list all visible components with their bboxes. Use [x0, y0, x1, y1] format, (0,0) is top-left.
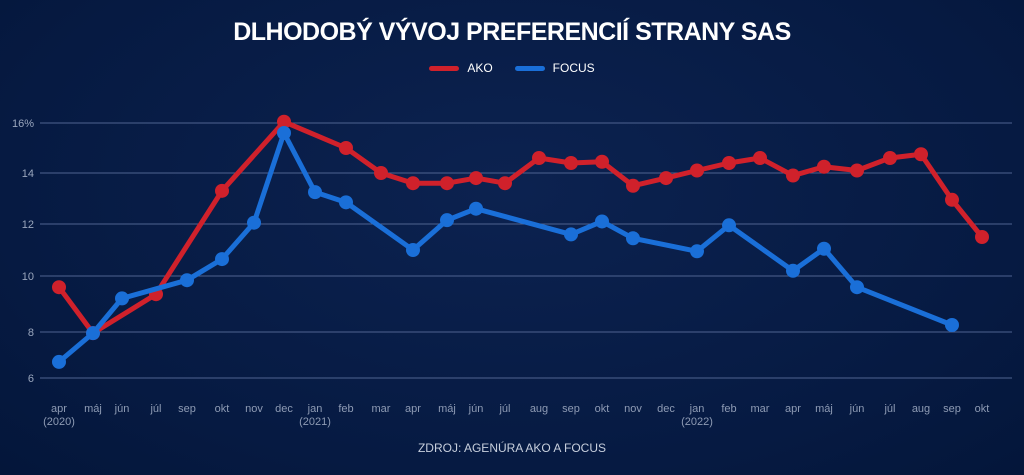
data-point-focus [180, 273, 194, 288]
data-point-ako [277, 114, 291, 129]
y-tick-label: 8 [28, 327, 34, 339]
x-tick-label: jún [468, 403, 484, 415]
data-point-focus [722, 218, 736, 233]
data-point-focus [277, 126, 291, 140]
data-point-ako [440, 176, 454, 191]
data-point-ako [786, 168, 800, 183]
data-point-ako [564, 156, 578, 170]
data-point-ako [883, 151, 897, 165]
x-tick-label: máj [438, 403, 456, 415]
x-tick-label: apr [405, 403, 421, 415]
y-tick-label: 12 [22, 219, 34, 231]
y-tick-label: 10 [22, 271, 34, 283]
data-point-focus [52, 354, 66, 369]
data-point-ako [753, 151, 767, 165]
data-point-ako [595, 154, 609, 169]
y-tick-label: 6 [28, 373, 34, 385]
data-point-ako [215, 183, 229, 198]
x-tick-label: okt [975, 403, 990, 415]
legend-label-focus: FOCUS [552, 61, 595, 75]
chart-title: DLHODOBÝ VÝVOJ PREFERENCIÍ STRANY SAS [233, 18, 791, 46]
data-point-focus [690, 244, 704, 259]
x-tick-label: nov [245, 403, 263, 415]
x-tick-label: sep [943, 403, 961, 415]
series-line-ako [56, 119, 984, 336]
x-tick-label: aug [912, 403, 930, 415]
data-point-ako [498, 176, 512, 191]
data-point-focus [247, 215, 261, 230]
data-point-focus [469, 201, 483, 216]
x-tick-label: apr [51, 403, 67, 415]
x-year-label: (2020) [43, 416, 75, 428]
data-point-focus [115, 291, 129, 306]
x-tick-label: máj [84, 403, 102, 415]
legend-item-focus: FOCUS [514, 61, 595, 75]
data-point-focus [786, 263, 800, 278]
data-point-focus [595, 214, 609, 229]
x-tick-label: sep [178, 403, 196, 415]
data-point-ako [975, 230, 989, 244]
data-point-focus [626, 231, 640, 246]
data-point-ako [532, 151, 546, 165]
data-point-ako [374, 166, 388, 180]
data-point-focus [850, 280, 864, 295]
x-tick-label: aug [530, 403, 548, 415]
x-tick-label: sep [562, 403, 580, 415]
data-point-focus [86, 326, 100, 341]
data-point-ako [945, 192, 959, 207]
x-tick-label: jan [307, 403, 323, 415]
x-tick-label: okt [215, 403, 230, 415]
y-tick-label: 16% [12, 118, 34, 130]
data-point-focus [308, 185, 322, 200]
data-point-ako [722, 156, 736, 170]
data-point-ako [690, 163, 704, 178]
x-tick-label: okt [595, 403, 610, 415]
data-point-focus [406, 243, 420, 257]
x-tick-label: apr [785, 403, 801, 415]
x-tick-label: mar [751, 403, 770, 415]
data-point-focus [564, 227, 578, 242]
data-point-focus [339, 195, 353, 210]
x-year-label: (2021) [299, 416, 331, 428]
source-note: ZDROJ: AGENÚRA AKO A FOCUS [417, 441, 607, 455]
data-point-ako [406, 176, 420, 191]
x-tick-label: júl [883, 403, 895, 415]
x-tick-label: jún [114, 403, 130, 415]
y-tick-label: 14 [22, 168, 34, 180]
data-point-ako [914, 147, 928, 162]
data-point-focus [945, 318, 959, 332]
legend-swatch-focus [514, 65, 545, 71]
x-tick-label: dec [275, 403, 293, 415]
data-point-ako [469, 171, 483, 186]
x-tick-label: feb [721, 403, 736, 415]
x-tick-label: feb [338, 403, 353, 415]
data-point-focus [817, 241, 831, 256]
data-point-ako [339, 141, 353, 155]
x-tick-label: mar [372, 403, 391, 415]
data-point-ako [52, 280, 66, 295]
data-point-ako [850, 163, 864, 178]
x-tick-label: júl [149, 403, 161, 415]
x-tick-label: máj [815, 403, 833, 415]
x-tick-label: jan [689, 403, 705, 415]
x-tick-label: júl [498, 403, 510, 415]
data-point-ako [659, 171, 673, 186]
legend-item-ako: AKO [429, 61, 493, 75]
x-tick-label: jún [849, 403, 865, 415]
data-point-ako [626, 178, 640, 193]
x-year-label: (2022) [681, 416, 713, 428]
data-point-focus [440, 213, 454, 228]
data-point-focus [215, 252, 229, 267]
data-point-ako [817, 159, 831, 174]
legend-swatch-ako [429, 65, 460, 71]
x-tick-label: dec [657, 403, 675, 415]
x-tick-label: nov [624, 403, 642, 415]
legend: AKO FOCUS [0, 61, 1024, 75]
legend-label-ako: AKO [467, 61, 493, 75]
